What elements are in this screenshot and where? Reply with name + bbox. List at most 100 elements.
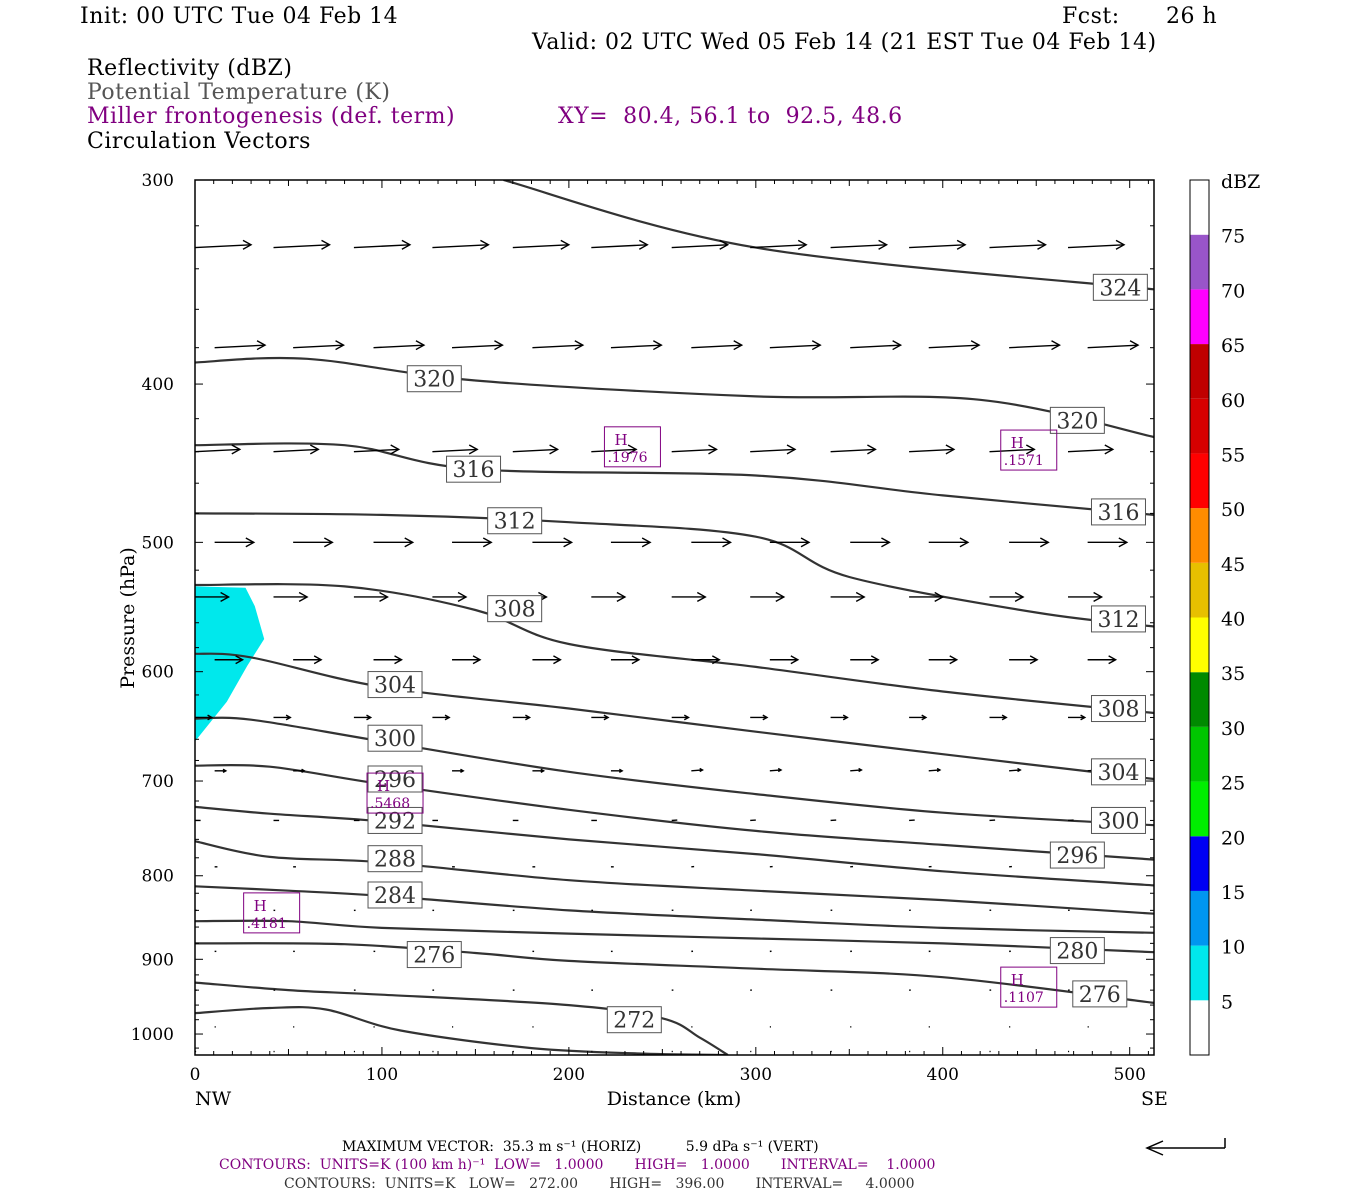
- colorbar-segment-35: [1190, 617, 1209, 673]
- colorbar-label: 20: [1221, 827, 1245, 849]
- x-tick-label: 200: [553, 1065, 585, 1085]
- colorbar-frame: [1189, 179, 1210, 1056]
- colorbar-label: 35: [1221, 663, 1245, 685]
- colorbar-segment-15: [1190, 836, 1209, 891]
- contours-theta: CONTOURS: UNITS=K LOW= 272.00 HIGH= 396.…: [284, 1176, 915, 1192]
- colorbar-segment-5: [1190, 945, 1209, 1001]
- circulation-vector: [373, 655, 403, 665]
- isentrope-label-292: 292: [367, 806, 423, 834]
- colorbar-label: 40: [1221, 609, 1245, 631]
- circulation-vector: [928, 767, 942, 773]
- circulation-vector: [830, 591, 866, 602]
- circulation-vector: [610, 340, 663, 351]
- svg-text:.5468: .5468: [370, 796, 410, 812]
- isentrope-296-line: [195, 763, 1154, 861]
- circulation-vector: [1087, 537, 1129, 548]
- circulation-vector: [610, 655, 641, 665]
- isentrope-276-line: [195, 942, 1154, 1004]
- isentrope-label-320: 320: [1049, 406, 1105, 434]
- colorbar-segment-55: [1190, 398, 1209, 454]
- isentrope-label-324: 324: [1092, 273, 1148, 301]
- svg-text:H: H: [254, 897, 267, 915]
- plot-frame: [194, 179, 1155, 1056]
- circulation-vector: [989, 714, 1008, 721]
- isentrope-label-288: 288: [367, 845, 423, 873]
- isentrope-label-276: 276: [1072, 980, 1128, 1008]
- isentrope-label-316: 316: [446, 455, 502, 483]
- field-theta: Potential Temperature (K): [87, 80, 391, 105]
- colorbar-label: 55: [1221, 444, 1245, 466]
- circulation-vector: [373, 537, 415, 548]
- circulation-vector: [452, 340, 504, 351]
- cross-section-xy: XY= 80.4, 56.1 to 92.5, 48.6: [558, 104, 903, 129]
- circulation-vector: [769, 767, 783, 773]
- circulation-vector: [273, 714, 292, 721]
- circulation-vector: [1068, 714, 1087, 721]
- colorbar-segment-20: [1190, 781, 1209, 837]
- circulation-vector: [928, 537, 970, 548]
- circulation-vector: [273, 444, 320, 455]
- frontogenesis-max-1976: H.1976: [603, 426, 661, 468]
- svg-text:284: 284: [374, 884, 416, 909]
- circulation-vector: [373, 340, 426, 351]
- circulation-vector: [850, 340, 903, 351]
- circulation-vector: [532, 768, 546, 773]
- circulation-vector: [293, 340, 345, 351]
- circulation-vector: [195, 591, 231, 602]
- circulation-vector: [214, 537, 256, 548]
- y-tick-label: 1000: [131, 1025, 174, 1045]
- circulation-vector: [909, 444, 956, 455]
- circulation-vector: [750, 714, 769, 721]
- circulation-vector: [532, 655, 562, 665]
- circulation-vector: [432, 714, 451, 721]
- y-tick-label: 500: [142, 533, 174, 553]
- svg-text:H: H: [1011, 971, 1024, 989]
- y-tick-label: 600: [142, 663, 174, 683]
- circulation-vector: [750, 444, 797, 455]
- colorbar-label: 60: [1221, 390, 1245, 412]
- svg-text:272: 272: [613, 1009, 655, 1034]
- circulation-vector: [512, 444, 560, 455]
- max-vector-note: MAXIMUM VECTOR: 35.3 m s⁻¹ (HORIZ) 5.9 d…: [342, 1139, 819, 1155]
- circulation-vector: [512, 239, 571, 250]
- circulation-vector: [195, 239, 253, 250]
- circulation-vector: [769, 340, 822, 351]
- x-tick-label: 100: [366, 1065, 398, 1085]
- svg-text:.1571: .1571: [1004, 453, 1044, 469]
- isentrope-label-284: 284: [367, 881, 423, 909]
- circulation-vector: [1087, 340, 1140, 351]
- svg-text:H: H: [1011, 434, 1024, 452]
- circulation-vector: [1009, 340, 1061, 351]
- circulation-vector: [532, 537, 574, 548]
- colorbar-label: 45: [1221, 554, 1245, 576]
- circulation-vector: [610, 768, 624, 773]
- circulation-vector: [214, 768, 228, 773]
- circulation-vector: [850, 767, 863, 773]
- circulation-vector: [273, 591, 309, 602]
- circulation-vector: [671, 714, 690, 721]
- isentrope-label-300: 300: [1090, 806, 1146, 834]
- isentrope-label-304: 304: [1090, 758, 1146, 786]
- svg-text:308: 308: [494, 598, 536, 623]
- colorbar-label: 65: [1221, 335, 1245, 357]
- circulation-vector: [830, 714, 849, 721]
- isentrope-label-296: 296: [367, 765, 423, 793]
- svg-text:320: 320: [413, 368, 455, 393]
- frontogenesis-max-1571: H.1571: [1000, 429, 1058, 471]
- svg-text:.1107: .1107: [1004, 990, 1044, 1006]
- isentrope-label-304: 304: [367, 671, 423, 699]
- colorbar-label: 30: [1221, 718, 1245, 740]
- circulation-vector: [591, 714, 610, 721]
- svg-text:H: H: [614, 431, 627, 449]
- circulation-vector: [928, 655, 959, 665]
- colorbar-segment-blank: [1190, 1000, 1209, 1055]
- isentrope-label-316: 316: [1090, 498, 1146, 526]
- x-tick-label: 300: [740, 1065, 772, 1085]
- circulation-vector: [532, 340, 585, 351]
- circulation-vector: [610, 537, 652, 548]
- circulation-vector: [353, 591, 389, 602]
- isentrope-324-line: [503, 180, 1154, 291]
- circulation-vector: [353, 714, 373, 721]
- x-tick-label: 500: [1113, 1065, 1145, 1085]
